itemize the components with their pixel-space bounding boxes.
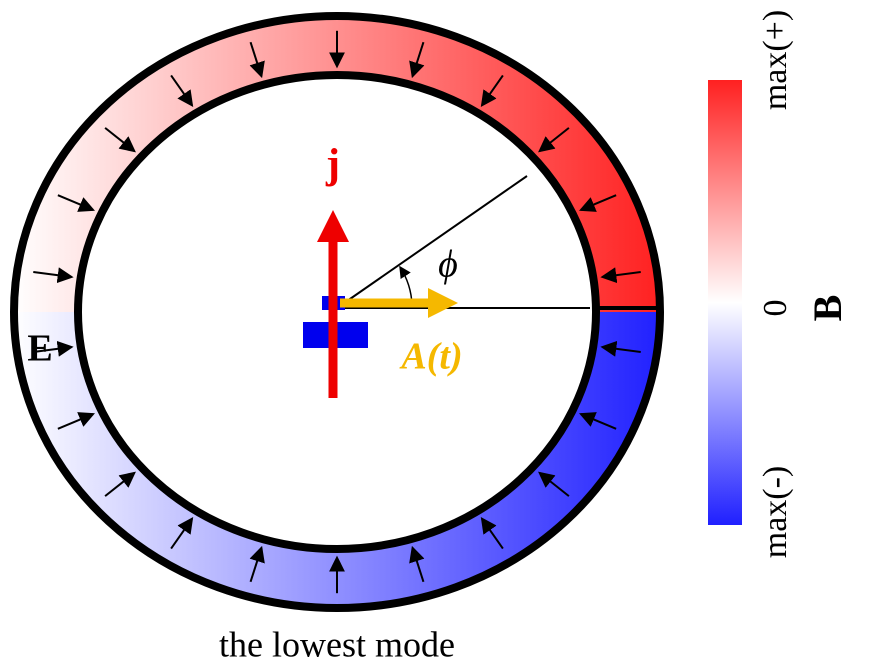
current-arrowhead (317, 210, 349, 242)
colorbar-title: B (805, 295, 850, 322)
current-label: j (325, 142, 340, 188)
diagram: j ϕ A(t) E max(+) 0 max(-) B the lowest … (0, 0, 869, 670)
colorbar-top: max(+) (757, 10, 794, 110)
caption: the lowest mode (219, 624, 455, 664)
field-label: E (27, 328, 52, 370)
potential-arrowhead (428, 288, 458, 318)
angle-label: ϕ (438, 244, 458, 286)
colorbar-middle: 0 (757, 300, 794, 317)
angle-line (337, 176, 527, 308)
potential-label: A(t) (399, 336, 462, 378)
colorbar-bottom: max(-) (757, 466, 794, 559)
colorbar (708, 80, 742, 525)
